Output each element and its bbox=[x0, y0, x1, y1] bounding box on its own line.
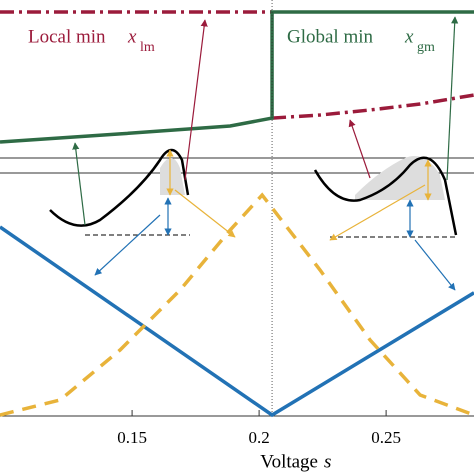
marks bbox=[0, 0, 474, 418]
x-tick-label: 0.15 bbox=[117, 428, 147, 447]
insets bbox=[49, 16, 459, 291]
x-tick-label: 0.2 bbox=[248, 428, 269, 447]
annotation-symbol: x bbox=[127, 26, 137, 47]
x-axis-label: Voltage bbox=[260, 451, 318, 472]
x-axis-symbol: s bbox=[324, 451, 331, 472]
annotation-subscript: lm bbox=[140, 40, 155, 55]
series-line bbox=[0, 225, 474, 418]
annotation-subscript: gm bbox=[417, 40, 435, 55]
series-line bbox=[0, 10, 474, 120]
x-tick-label: 0.25 bbox=[371, 428, 401, 447]
annotation: Global min bbox=[287, 26, 374, 47]
series-line bbox=[0, 192, 474, 417]
annotation-symbol: x bbox=[404, 26, 414, 47]
series-line bbox=[0, 10, 474, 144]
annotation: Local min bbox=[28, 26, 106, 47]
